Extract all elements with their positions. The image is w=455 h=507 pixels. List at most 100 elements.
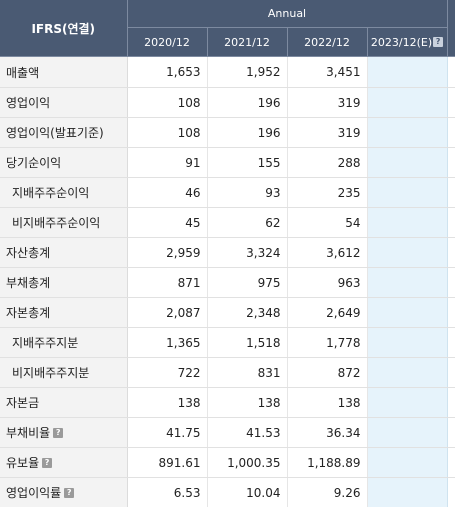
value-cell: 108 — [127, 117, 208, 148]
estimate-cell — [367, 177, 448, 208]
row-label: 영업이익 — [6, 96, 51, 110]
row-label: 부채비율 — [6, 426, 51, 440]
table-row: 지배주주순이익 46 93 235 — [0, 177, 455, 208]
value-cell: 2,959 — [127, 237, 208, 268]
value-cell: 963 — [287, 267, 368, 298]
table-header: IFRS(연결) Annual 2020/12 2021/12 2022/12 … — [0, 0, 455, 57]
value-cell: 871 — [127, 267, 208, 298]
help-icon[interactable]: ? — [53, 427, 64, 438]
table-row: 유보율? 891.61 1,000.35 1,188.89 — [0, 447, 455, 478]
row-label-cell: 부채총계 — [0, 267, 128, 298]
value-cell: 3,451 — [287, 56, 368, 88]
row-label: 자본금 — [6, 396, 40, 410]
header-overflow-cell — [447, 0, 455, 57]
value-cell: 2,348 — [207, 297, 288, 328]
value-cell: 91 — [127, 147, 208, 178]
value-cell: 36.34 — [287, 417, 368, 448]
estimate-cell — [367, 327, 448, 358]
value-cell: 1,778 — [287, 327, 368, 358]
overflow-cell — [447, 56, 455, 88]
overflow-cell — [447, 387, 455, 418]
value-cell: 196 — [207, 87, 288, 118]
value-cell: 2,087 — [127, 297, 208, 328]
estimate-cell — [367, 477, 448, 507]
help-icon[interactable]: ? — [64, 487, 75, 498]
row-label: 자본총계 — [6, 306, 51, 320]
value-cell: 1,365 — [127, 327, 208, 358]
row-label-cell: 부채비율? — [0, 417, 128, 448]
value-cell: 138 — [207, 387, 288, 418]
estimate-cell — [367, 267, 448, 298]
overflow-cell — [447, 87, 455, 118]
row-label: 지배주주지분 — [12, 336, 79, 350]
overflow-cell — [447, 477, 455, 507]
table-row: 영업이익(발표기준) 108 196 319 — [0, 117, 455, 148]
row-label-cell: 당기순이익 — [0, 147, 128, 178]
help-icon[interactable]: ? — [42, 457, 53, 468]
estimate-cell — [367, 357, 448, 388]
value-cell: 1,000.35 — [207, 447, 288, 478]
row-label: 당기순이익 — [6, 156, 62, 170]
value-cell: 1,188.89 — [287, 447, 368, 478]
row-label: 유보율 — [6, 456, 40, 470]
estimate-cell — [367, 56, 448, 88]
overflow-cell — [447, 267, 455, 298]
overflow-cell — [447, 207, 455, 238]
row-label-cell: 자본총계 — [0, 297, 128, 328]
value-cell: 1,653 — [127, 56, 208, 88]
help-icon[interactable]: ? — [433, 36, 444, 47]
table-row: 자본총계 2,087 2,348 2,649 — [0, 297, 455, 328]
overflow-cell — [447, 117, 455, 148]
value-cell: 319 — [287, 117, 368, 148]
estimate-cell — [367, 417, 448, 448]
value-cell: 62 — [207, 207, 288, 238]
overflow-cell — [447, 357, 455, 388]
table-row: 부채비율? 41.75 41.53 36.34 — [0, 417, 455, 448]
estimate-cell — [367, 447, 448, 478]
estimate-cell — [367, 387, 448, 418]
value-cell: 54 — [287, 207, 368, 238]
row-label: 비지배주주순이익 — [12, 216, 101, 230]
value-cell: 108 — [127, 87, 208, 118]
value-cell: 6.53 — [127, 477, 208, 507]
estimate-cell — [367, 297, 448, 328]
table-row: 비지배주주순이익 45 62 54 — [0, 207, 455, 238]
estimate-cell — [367, 237, 448, 268]
estimate-cell — [367, 117, 448, 148]
row-label-cell: 유보율? — [0, 447, 128, 478]
table-row: 자본금 138 138 138 — [0, 387, 455, 418]
value-cell: 138 — [127, 387, 208, 418]
value-cell: 831 — [207, 357, 288, 388]
value-cell: 2,649 — [287, 297, 368, 328]
value-cell: 975 — [207, 267, 288, 298]
period-header-2020: 2020/12 — [127, 27, 208, 57]
row-label: 영업이익(발표기준) — [6, 126, 104, 140]
value-cell: 872 — [287, 357, 368, 388]
value-cell: 41.53 — [207, 417, 288, 448]
row-label-cell: 비지배주주순이익 — [0, 207, 128, 238]
table-row: 영업이익률? 6.53 10.04 9.26 — [0, 477, 455, 507]
row-label-cell: 비지배주주지분 — [0, 357, 128, 388]
value-cell: 93 — [207, 177, 288, 208]
value-cell: 722 — [127, 357, 208, 388]
row-label-cell: 영업이익률? — [0, 477, 128, 507]
row-label: 비지배주주지분 — [12, 366, 90, 380]
row-label-cell: 지배주주지분 — [0, 327, 128, 358]
estimate-cell — [367, 147, 448, 178]
overflow-cell — [447, 417, 455, 448]
annual-group-header: Annual — [127, 0, 448, 28]
row-label-cell: 영업이익 — [0, 87, 128, 118]
row-label-cell: 자산총계 — [0, 237, 128, 268]
table-row: 자산총계 2,959 3,324 3,612 — [0, 237, 455, 268]
table-row: 영업이익 108 196 319 — [0, 87, 455, 118]
estimate-cell — [367, 87, 448, 118]
row-label-cell: 영업이익(발표기준) — [0, 117, 128, 148]
row-label: 매출액 — [6, 65, 40, 80]
value-cell: 3,612 — [287, 237, 368, 268]
table-row: 지배주주지분 1,365 1,518 1,778 — [0, 327, 455, 358]
overflow-cell — [447, 177, 455, 208]
overflow-cell — [447, 147, 455, 178]
table-row: 당기순이익 91 155 288 — [0, 147, 455, 178]
value-cell: 3,324 — [207, 237, 288, 268]
